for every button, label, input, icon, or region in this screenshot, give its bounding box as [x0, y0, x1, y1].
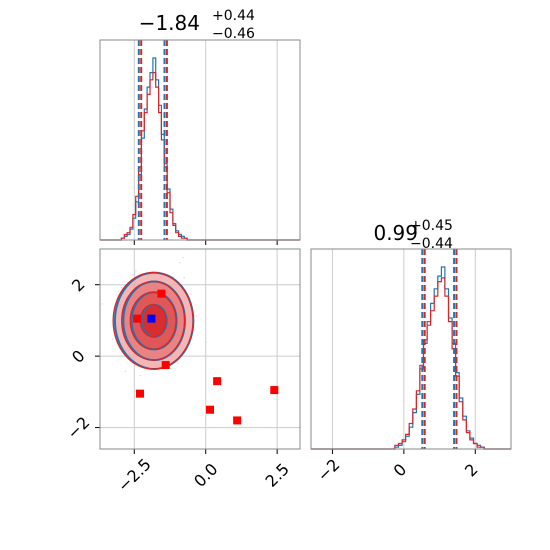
panel-title-y-upper: +0.45 — [410, 218, 453, 234]
y-tick-label: −2 — [63, 413, 93, 443]
red-square-marker — [206, 405, 214, 414]
sample-point — [177, 362, 179, 364]
sample-point — [195, 315, 197, 317]
red-square-marker — [270, 386, 279, 395]
red-square-marker — [157, 289, 166, 298]
y-tick-label: 2 — [68, 275, 89, 296]
histogram-blue — [311, 266, 511, 450]
red-square-marker — [161, 361, 170, 370]
x-tick-label: 2 — [461, 460, 482, 481]
panel-frame — [99, 39, 301, 241]
sample-point — [120, 287, 123, 289]
x-tick-label: 0 — [390, 460, 411, 481]
sample-point — [183, 276, 185, 279]
panel-title-y-value: 0.99 — [373, 221, 418, 245]
blue-square-marker — [147, 314, 156, 323]
contour-line-red — [129, 291, 177, 351]
y-tick-label: 0 — [68, 346, 89, 367]
contour-line-red — [112, 271, 194, 370]
sample-point — [179, 261, 181, 264]
histogram-red — [100, 72, 300, 241]
panel-title-y-lower: −0.44 — [410, 236, 453, 252]
x-tick-label: 0.0 — [190, 459, 221, 490]
sample-point — [205, 341, 207, 344]
sample-point — [139, 374, 142, 377]
panel-title-x-upper: +0.44 — [212, 8, 255, 24]
sample-point — [190, 293, 192, 295]
x-tick-label: −2 — [313, 455, 343, 485]
red-square-marker — [233, 416, 242, 425]
red-square-marker — [213, 377, 222, 386]
histogram-red — [311, 277, 511, 450]
sample-point — [135, 270, 137, 272]
sample-point — [131, 273, 134, 276]
scatter-contour-panel: −2.5 0.0 2.5 −2 0 2 — [63, 248, 301, 496]
x-tick-label: −2.5 — [114, 455, 155, 496]
contour-line-red — [121, 280, 186, 361]
panel-frame — [310, 248, 512, 450]
histogram-panel-x: −1.84 +0.44 −0.46 — [99, 8, 301, 245]
sample-point — [111, 338, 114, 340]
panel-frame — [99, 248, 301, 450]
sample-point — [101, 303, 104, 305]
sample-point — [124, 370, 127, 373]
panel-title-x-lower: −0.46 — [212, 26, 255, 42]
red-square-marker — [136, 389, 144, 398]
histogram-panel-y: 0.99 +0.45 −0.44 −2 0 2 — [310, 218, 512, 485]
red-square-marker — [133, 314, 142, 323]
x-tick-label: 2.5 — [262, 459, 293, 490]
sample-point — [182, 256, 185, 259]
histogram-blue — [100, 57, 300, 241]
panel-title-x-value: −1.84 — [139, 11, 200, 35]
